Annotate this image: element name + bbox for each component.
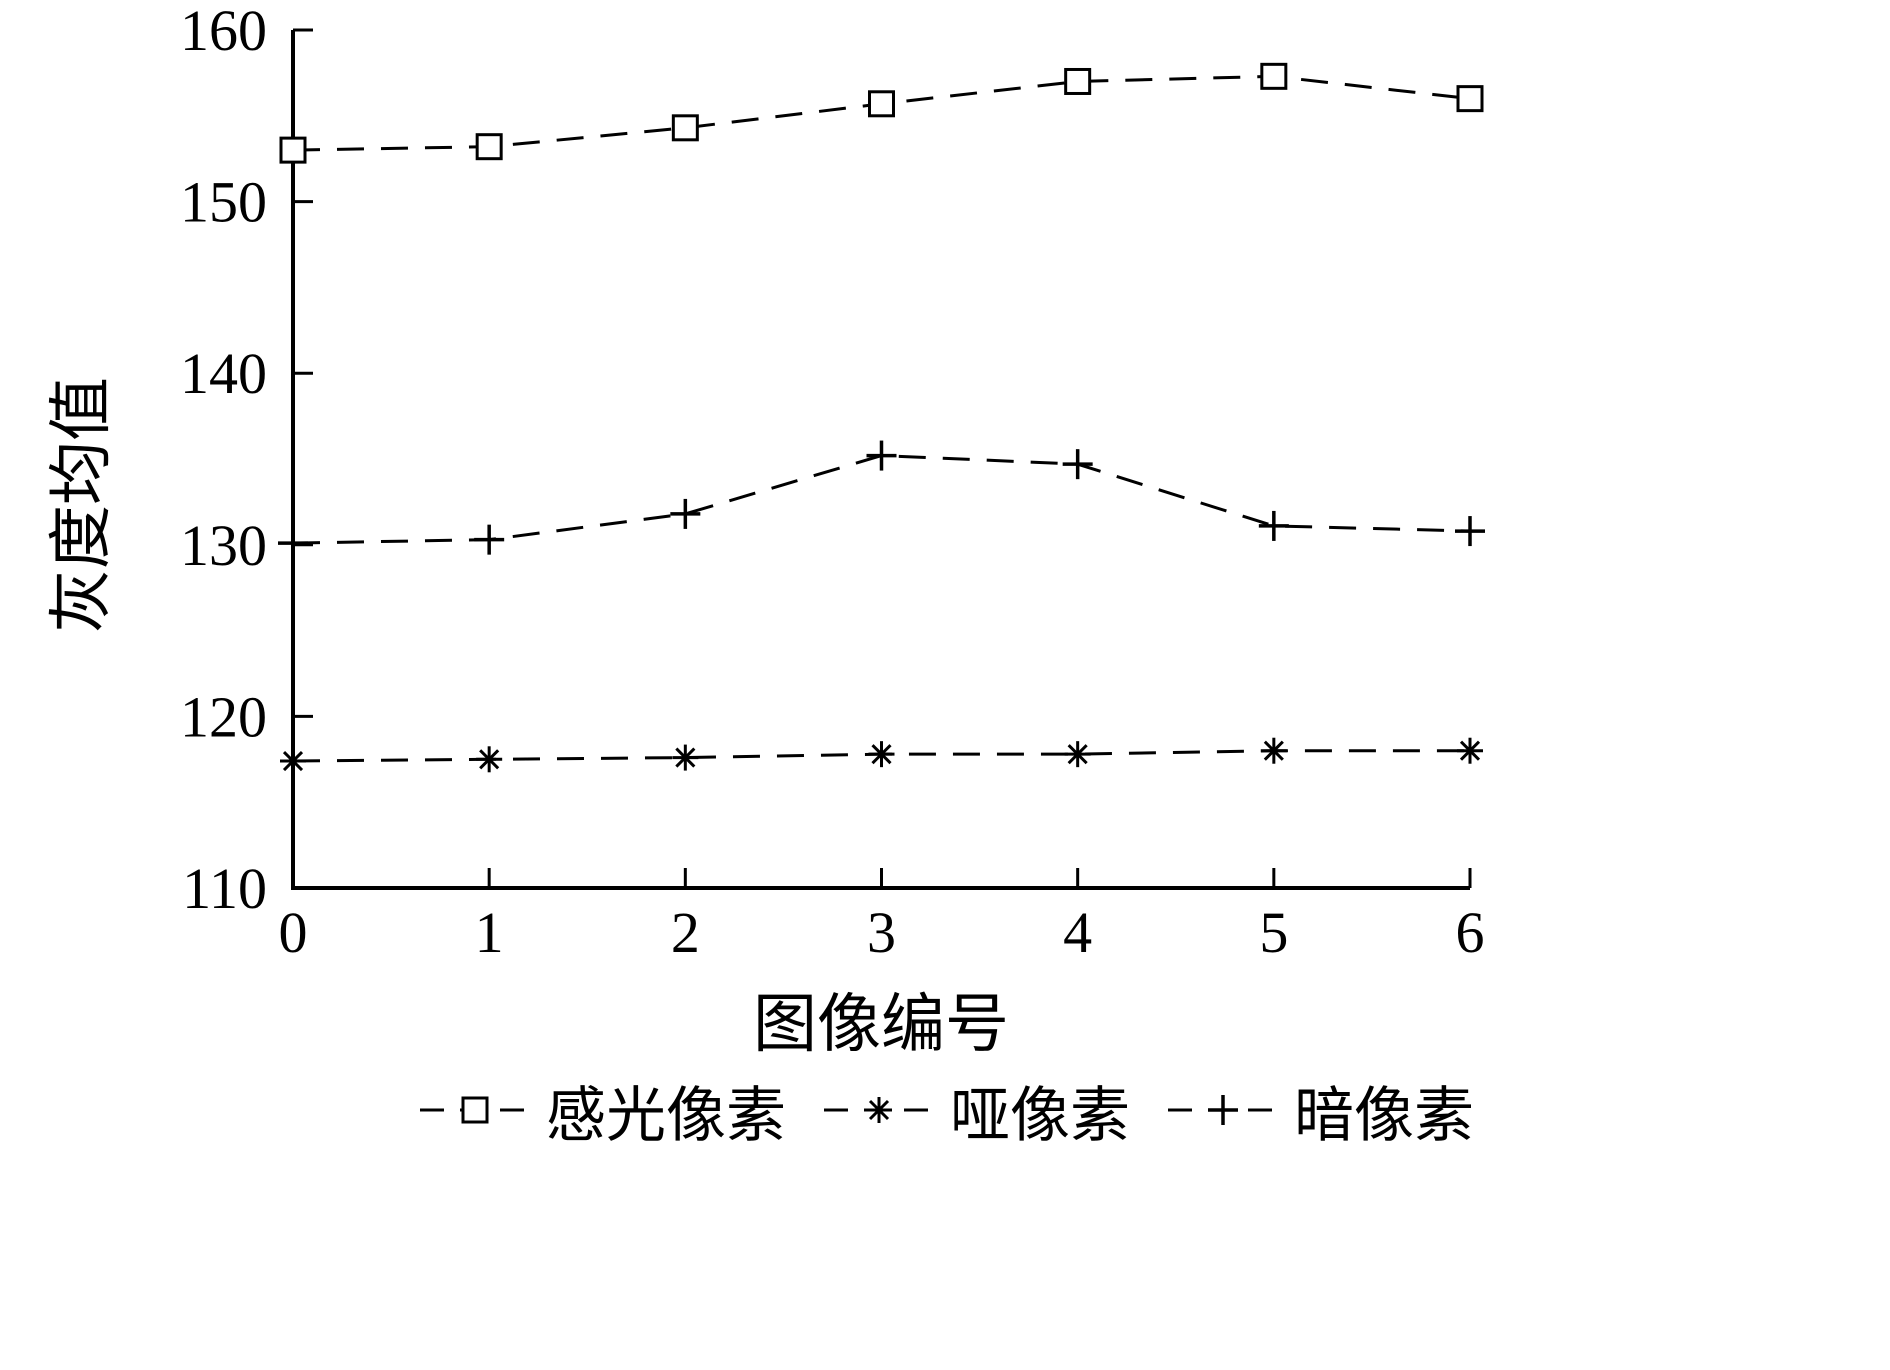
legend-label: 感光像素 <box>546 1082 786 1149</box>
legend-label: 暗像素 <box>1294 1082 1474 1149</box>
asterisk-marker-icon <box>1263 740 1284 761</box>
y-tick-label: 140 <box>180 341 267 406</box>
asterisk-marker-icon <box>675 747 696 768</box>
y-tick-label: 110 <box>182 856 267 921</box>
x-tick-label: 0 <box>279 900 308 965</box>
series-square <box>279 62 1484 164</box>
asterisk-marker-icon <box>479 749 500 770</box>
series-plus <box>278 440 1485 559</box>
legend-item: 感光像素 <box>416 1067 786 1154</box>
x-tick-label: 1 <box>475 900 504 965</box>
square-marker-icon <box>868 90 895 118</box>
legend-item: 暗像素 <box>1164 1067 1474 1154</box>
asterisk-marker-icon <box>282 750 304 772</box>
x-tick-label: 3 <box>867 900 896 965</box>
x-axis-label: 图像编号 <box>753 989 1009 1060</box>
legend-plus-sample <box>1168 1095 1278 1125</box>
x-tick-label: 4 <box>1063 900 1092 965</box>
legend-item: 哑像素 <box>820 1067 1130 1154</box>
y-axis-label: 灰度均值 <box>46 377 117 633</box>
asterisk-marker-icon <box>871 744 892 765</box>
series-asterisk <box>280 737 1483 775</box>
y-tick-label: 130 <box>180 513 267 578</box>
chart-legend: 感光像素 哑像素 暗像素 <box>0 1072 1890 1149</box>
legend-square-sample <box>420 1096 530 1124</box>
square-marker-icon <box>279 136 307 164</box>
legend-label: 哑像素 <box>950 1082 1130 1149</box>
square-marker-icon <box>1456 85 1484 113</box>
square-marker-icon <box>1064 67 1092 95</box>
y-tick-label: 120 <box>180 684 267 749</box>
x-tick-label: 6 <box>1456 900 1485 965</box>
x-tick-label: 2 <box>671 900 700 965</box>
square-marker-icon <box>671 114 699 142</box>
asterisk-marker-icon <box>1067 744 1088 765</box>
asterisk-marker-icon <box>1459 740 1481 761</box>
square-marker-icon <box>475 133 503 161</box>
square-marker-icon <box>1260 62 1288 90</box>
x-tick-label: 5 <box>1259 900 1288 965</box>
plot-area: 110 120 130 140 150 160 0 1 2 3 4 5 6 <box>180 0 1485 965</box>
y-tick-label: 160 <box>180 0 267 63</box>
asterisk-marker-icon <box>868 1099 890 1121</box>
square-marker-icon <box>461 1096 489 1124</box>
legend-asterisk-sample <box>824 1097 934 1123</box>
y-tick-label: 150 <box>180 170 267 235</box>
